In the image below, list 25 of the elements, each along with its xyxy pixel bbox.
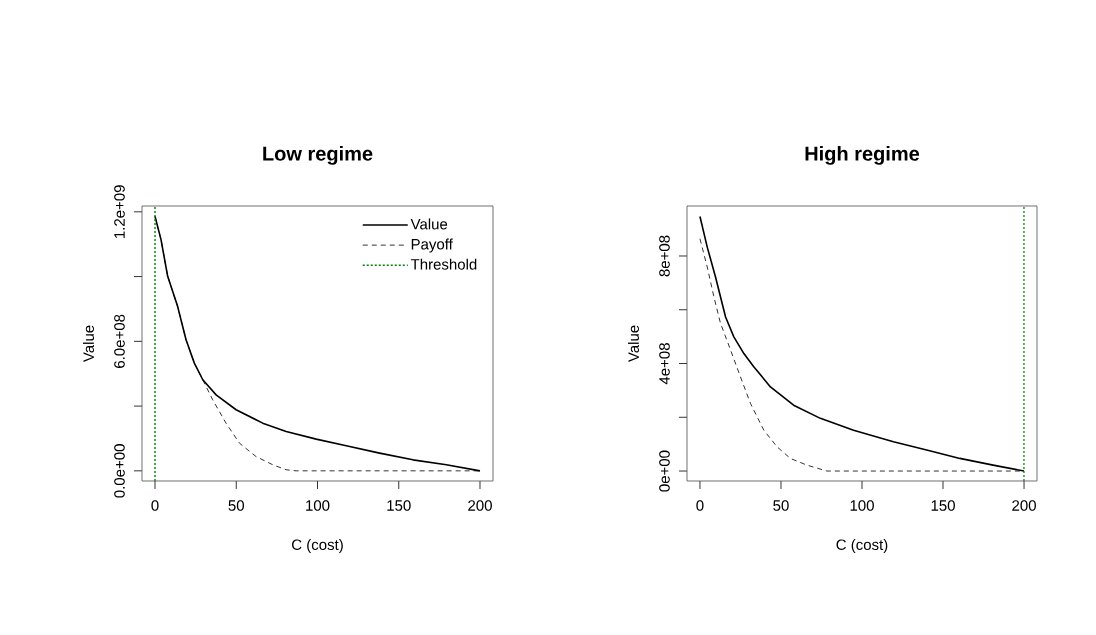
y-axis-title: Value bbox=[82, 325, 94, 363]
chart-title: Low regime bbox=[263, 146, 373, 165]
x-tick-label: 50 bbox=[228, 500, 244, 511]
legend-label: Value bbox=[410, 218, 448, 230]
chart-title: High regime bbox=[805, 146, 920, 165]
y-tick-label: 6.0e+08 bbox=[114, 314, 125, 368]
y-tick-label: 1.2e+09 bbox=[114, 185, 125, 238]
y-axis-title: Value bbox=[627, 325, 639, 363]
x-axis-title: C (cost) bbox=[836, 539, 888, 553]
x-tick-label: 150 bbox=[931, 500, 955, 511]
y-tick-label: 8e+08 bbox=[659, 235, 670, 277]
x-tick-label: 200 bbox=[1012, 500, 1036, 511]
x-axis-title: C (cost) bbox=[292, 539, 343, 553]
x-tick-label: 150 bbox=[387, 500, 411, 511]
x-tick-label: 50 bbox=[773, 500, 789, 511]
y-tick-label: 4e+08 bbox=[659, 343, 670, 385]
legend-label: Payoff bbox=[411, 238, 453, 253]
y-tick-label: 0e+00 bbox=[659, 450, 670, 492]
x-tick-label: 100 bbox=[850, 500, 874, 511]
x-tick-label: 200 bbox=[468, 500, 492, 511]
y-tick-label: 0.0e+00 bbox=[114, 444, 125, 498]
legend-label: Threshold bbox=[410, 258, 477, 270]
x-tick-label: 100 bbox=[306, 500, 330, 511]
x-tick-label: 0 bbox=[696, 500, 704, 511]
x-tick-label: 0 bbox=[151, 500, 159, 511]
